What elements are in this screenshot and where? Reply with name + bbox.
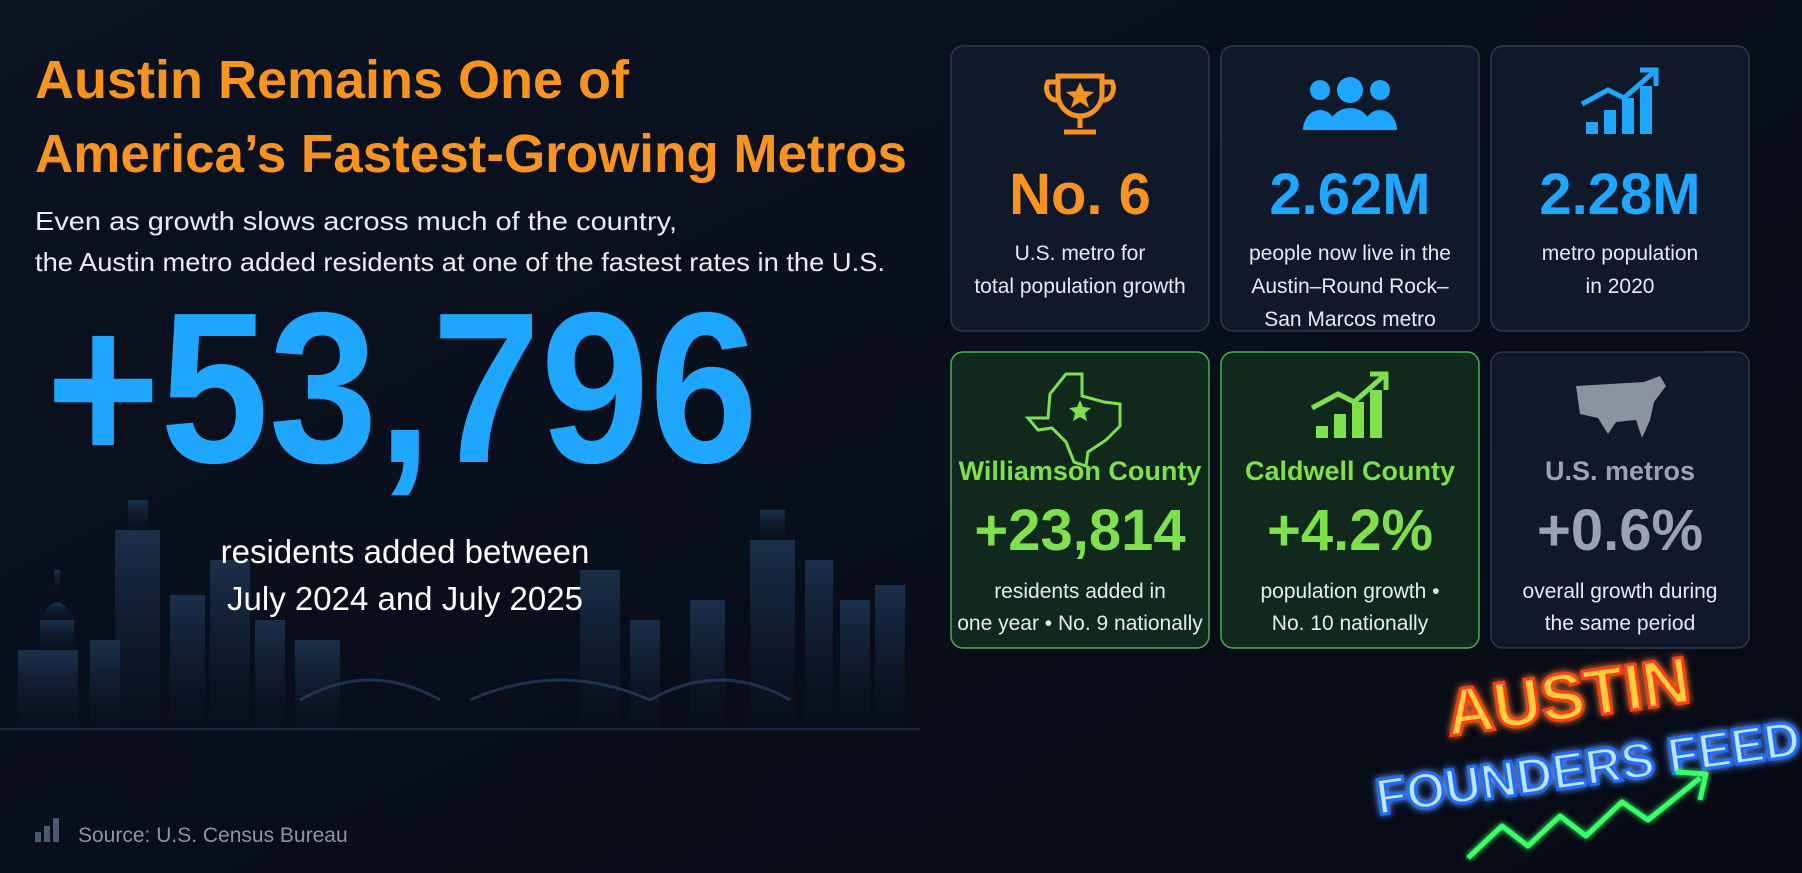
bar-icon bbox=[1352, 402, 1364, 438]
source-icon bbox=[35, 818, 59, 842]
bar-icon bbox=[1640, 86, 1652, 134]
card-line: metro population bbox=[1542, 242, 1698, 265]
card-stat: No. 6 bbox=[1009, 162, 1151, 227]
person-head bbox=[1310, 80, 1330, 100]
card-stat: 2.28M bbox=[1539, 162, 1700, 227]
card-heading: U.S. metros bbox=[1545, 456, 1695, 486]
card: Williamson County +23,814 residents added … bbox=[950, 351, 1210, 649]
card-line: people now live in the bbox=[1249, 242, 1451, 265]
bar-icon bbox=[1334, 414, 1346, 438]
bar-icon bbox=[1316, 426, 1328, 438]
card: Caldwell County +4.2% population growth • N… bbox=[1220, 351, 1480, 649]
card-box bbox=[950, 351, 1210, 649]
skyline bbox=[0, 500, 920, 732]
card-line: residents added in bbox=[994, 580, 1166, 603]
person-head bbox=[1337, 77, 1363, 103]
person-body bbox=[1363, 110, 1397, 130]
trend-icon bbox=[1580, 67, 1659, 107]
card-line: San Marcos metro bbox=[1264, 308, 1436, 331]
card-line: overall growth during bbox=[1523, 580, 1718, 603]
bridge bbox=[299, 678, 791, 702]
trophy-icon bbox=[1044, 73, 1116, 135]
card-line: one year • No. 9 nationally bbox=[957, 612, 1203, 635]
card-box bbox=[950, 45, 1210, 332]
card-grid: No. 6 U.S. metro for total population grow… bbox=[950, 45, 1750, 649]
card-heading: Caldwell County bbox=[1245, 456, 1455, 486]
card-line: total population growth bbox=[974, 275, 1185, 298]
usa-icon bbox=[1576, 376, 1666, 438]
card-stat: +4.2% bbox=[1267, 498, 1433, 563]
star-icon bbox=[1066, 82, 1094, 108]
card: 2.28M metro population in 2020 bbox=[1490, 45, 1750, 332]
card: U.S. metros +0.6% overall growth during the… bbox=[1490, 351, 1750, 649]
subtitle-line: Even as growth slows across much of the … bbox=[35, 206, 677, 236]
bar-icon bbox=[1586, 122, 1598, 134]
card: No. 6 U.S. metro for total population grow… bbox=[950, 45, 1210, 332]
source: Source: U.S. Census Bureau bbox=[78, 824, 348, 847]
card-stat: +0.6% bbox=[1537, 498, 1703, 563]
card-line: in 2020 bbox=[1586, 275, 1655, 298]
card-stat: 2.62M bbox=[1269, 162, 1430, 227]
person-body bbox=[1303, 110, 1337, 130]
person-head bbox=[1370, 80, 1390, 100]
subtitle-line: the Austin metro added residents at one … bbox=[35, 247, 885, 277]
card-line: the same period bbox=[1545, 612, 1696, 635]
card-box bbox=[1220, 45, 1480, 332]
logo-arrow bbox=[1466, 776, 1702, 860]
hero-caption: residents added between bbox=[221, 533, 590, 570]
card: 2.62M people now live in the Austin–Round … bbox=[1220, 45, 1480, 332]
card-box bbox=[1220, 351, 1480, 649]
card-stat: +23,814 bbox=[974, 498, 1185, 563]
bar-icon bbox=[1604, 110, 1616, 134]
card-line: No. 10 nationally bbox=[1272, 612, 1429, 635]
card-heading: Williamson County bbox=[959, 456, 1202, 486]
logo-arrowhead bbox=[1675, 769, 1709, 801]
texas-icon bbox=[1024, 372, 1122, 468]
title-line: Austin Remains One of bbox=[35, 50, 630, 110]
hero-figure: +53,796 bbox=[46, 267, 758, 508]
card-line: U.S. metro for bbox=[1015, 242, 1146, 265]
card-line: Austin–Round Rock– bbox=[1251, 275, 1449, 298]
card-box bbox=[1490, 351, 1750, 649]
trend-icon bbox=[1310, 371, 1389, 411]
bar-icon bbox=[1622, 98, 1634, 134]
card-box bbox=[1490, 45, 1750, 332]
title-line: America’s Fastest-Growing Metros bbox=[35, 124, 907, 184]
star-icon bbox=[1069, 400, 1091, 421]
hero-caption: July 2024 and July 2025 bbox=[227, 580, 583, 617]
bar-icon bbox=[1370, 390, 1382, 438]
card-line: population growth • bbox=[1261, 580, 1440, 603]
person-body bbox=[1328, 108, 1372, 130]
